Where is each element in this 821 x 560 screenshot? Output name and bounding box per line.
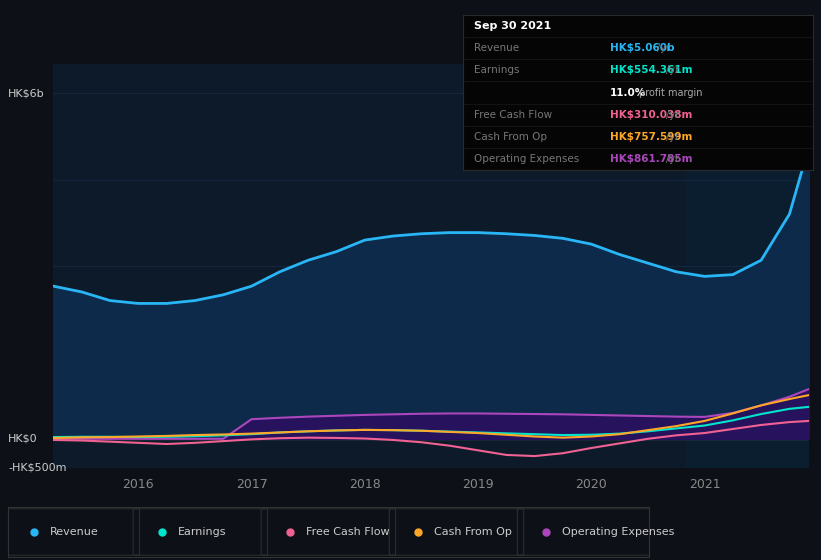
- Text: Sep 30 2021: Sep 30 2021: [474, 21, 551, 31]
- Text: Cash From Op: Cash From Op: [434, 527, 512, 537]
- Text: /yr: /yr: [666, 132, 679, 142]
- Text: HK$554.361m: HK$554.361m: [610, 66, 692, 76]
- Text: /yr: /yr: [666, 154, 679, 164]
- Text: HK$310.038m: HK$310.038m: [610, 110, 692, 120]
- Text: Operating Expenses: Operating Expenses: [562, 527, 675, 537]
- Text: HK$6b: HK$6b: [8, 88, 45, 98]
- Text: /yr: /yr: [666, 110, 679, 120]
- Text: Earnings: Earnings: [178, 527, 227, 537]
- Text: Free Cash Flow: Free Cash Flow: [306, 527, 390, 537]
- Text: 11.0%: 11.0%: [610, 87, 646, 97]
- Text: HK$861.785m: HK$861.785m: [610, 154, 692, 164]
- Text: HK$757.599m: HK$757.599m: [610, 132, 692, 142]
- Text: Revenue: Revenue: [474, 43, 519, 53]
- Text: HK$5.060b: HK$5.060b: [610, 43, 675, 53]
- Text: Revenue: Revenue: [50, 527, 99, 537]
- Text: HK$0: HK$0: [8, 434, 38, 444]
- Text: Operating Expenses: Operating Expenses: [474, 154, 579, 164]
- Text: Free Cash Flow: Free Cash Flow: [474, 110, 552, 120]
- Text: -HK$500m: -HK$500m: [8, 463, 67, 473]
- Text: Earnings: Earnings: [474, 66, 519, 76]
- Bar: [686, 64, 809, 468]
- Text: profit margin: profit margin: [640, 87, 703, 97]
- Text: Cash From Op: Cash From Op: [474, 132, 547, 142]
- Text: /yr: /yr: [666, 66, 679, 76]
- Text: /yr: /yr: [657, 43, 670, 53]
